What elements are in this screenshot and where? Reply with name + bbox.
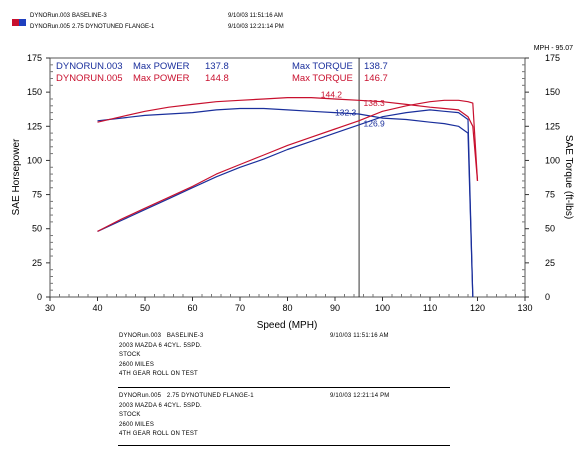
run-details-2: DYNORun.005 2.75 DYNOTUNED FLANGE-1 2003… bbox=[119, 392, 254, 440]
y2-tick-label-150: 150 bbox=[545, 87, 560, 97]
y2-axis-label: SAE Torque (ft-lbs) bbox=[563, 135, 574, 219]
run2-swatch bbox=[19, 19, 26, 26]
y2-tick-label-75: 75 bbox=[545, 190, 555, 200]
y2-tick-label-175: 175 bbox=[545, 53, 560, 63]
peak-annotation-3: 132.3 bbox=[335, 107, 357, 117]
header-run1-desc: BASELINE-3 bbox=[72, 13, 107, 19]
header-run2-datetime: 9/10/03 12:21:14 PM bbox=[228, 24, 284, 30]
y-tick-label-175: 175 bbox=[27, 53, 42, 63]
peak-annotation-4: 126.9 bbox=[364, 118, 386, 128]
y2-tick-label-100: 100 bbox=[545, 155, 560, 165]
x-tick-label-130: 130 bbox=[517, 303, 532, 313]
x-axis-label: Speed (MPH) bbox=[257, 320, 318, 331]
y-tick-label-50: 50 bbox=[32, 224, 42, 234]
run2-line-4: 4TH GEAR ROLL ON TEST bbox=[119, 431, 198, 437]
legend-run1-power-label: Max POWER bbox=[133, 61, 190, 72]
run2-line-2: STOCK bbox=[119, 412, 141, 418]
y-tick-label-25: 25 bbox=[32, 258, 42, 268]
x-tick-label-60: 60 bbox=[187, 303, 197, 313]
header-run1-datetime: 9/10/03 11:51:16 AM bbox=[228, 13, 283, 19]
run2-line-3: 2600 MILES bbox=[119, 421, 155, 428]
run1-swatch bbox=[12, 19, 19, 26]
y-tick-label-100: 100 bbox=[27, 155, 42, 165]
y2-tick-label-125: 125 bbox=[545, 121, 560, 131]
legend-run1-power-value: 137.8 bbox=[205, 61, 229, 72]
run1-file: DYNORun.003 bbox=[119, 333, 162, 339]
y-tick-label-125: 125 bbox=[27, 121, 42, 131]
legend-run2-name: DYNORUN.005 bbox=[56, 73, 123, 84]
header-run2-file: DYNORun.005 bbox=[30, 24, 71, 30]
run1-divider bbox=[118, 387, 450, 388]
x-tick-label-110: 110 bbox=[423, 303, 437, 313]
run2-datetime: 9/10/03 12:21:14 PM bbox=[330, 393, 390, 399]
y-tick-label-150: 150 bbox=[27, 87, 42, 97]
legend-run2-torque-value: 146.7 bbox=[364, 73, 388, 84]
series-dynorun-003-torque-line bbox=[97, 107, 474, 298]
legend-run2-power-value: 144.8 bbox=[205, 73, 229, 84]
y2-tick-label-0: 0 bbox=[545, 292, 550, 302]
legend-run1-name: DYNORUN.003 bbox=[56, 61, 123, 72]
y-axis-label: SAE Horsepower bbox=[11, 138, 22, 215]
x-tick-label-40: 40 bbox=[92, 303, 102, 313]
mph-readout: MPH - 95.07 bbox=[534, 45, 573, 52]
x-tick-label-30: 30 bbox=[45, 303, 55, 313]
series-dynorun-005-torque-line bbox=[97, 96, 479, 181]
plot-frame bbox=[49, 57, 526, 298]
run1-datetime: 9/10/03 11:51:16 AM bbox=[330, 333, 389, 339]
y2-tick-label-25: 25 bbox=[545, 258, 555, 268]
run1-desc: BASELINE-3 bbox=[166, 333, 204, 339]
x-tick-label-70: 70 bbox=[235, 303, 245, 313]
run1-line-3: 2600 MILES bbox=[119, 361, 155, 368]
legend-run2-power-label: Max POWER bbox=[133, 73, 190, 84]
header-run2-desc: 2.75 DYNOTUNED FLANGE-1 bbox=[72, 24, 155, 30]
y-tick-label-75: 75 bbox=[32, 190, 42, 200]
peak-annotation-2: 138.3 bbox=[364, 98, 386, 108]
run1-line-2: STOCK bbox=[119, 352, 141, 358]
peak-annotation-1: 144.2 bbox=[321, 90, 343, 100]
legend-run1-torque-label: Max TORQUE bbox=[292, 61, 353, 72]
legend-run1-torque-value: 138.7 bbox=[364, 61, 388, 72]
x-tick-label-50: 50 bbox=[140, 303, 150, 313]
run2-file: DYNORun.005 bbox=[119, 393, 162, 399]
x-tick-label-90: 90 bbox=[330, 303, 340, 313]
run2-line-1: 2003 MAZDA 6 4CYL. 5SPD. bbox=[119, 402, 202, 409]
run-details-1: DYNORun.003 BASELINE-3 2003 MAZDA 6 4CYL… bbox=[119, 332, 204, 380]
legend-run2-torque-label: Max TORQUE bbox=[292, 73, 353, 84]
x-tick-label-80: 80 bbox=[282, 303, 292, 313]
run1-line-1: 2003 MAZDA 6 4CYL. 5SPD. bbox=[119, 342, 202, 349]
y2-tick-label-50: 50 bbox=[545, 224, 555, 234]
y-tick-label-0: 0 bbox=[37, 292, 42, 302]
run2-desc: 2.75 DYNOTUNED FLANGE-1 bbox=[166, 393, 254, 399]
series-dynorun-003-power-line bbox=[97, 109, 474, 298]
x-tick-label-100: 100 bbox=[375, 303, 390, 313]
run1-line-4: 4TH GEAR ROLL ON TEST bbox=[119, 371, 198, 377]
series-dynorun-005-power-line bbox=[97, 99, 479, 232]
run2-divider bbox=[118, 445, 450, 446]
x-tick-label-120: 120 bbox=[470, 303, 485, 313]
header-run1-file: DYNORun.003 bbox=[30, 13, 71, 19]
